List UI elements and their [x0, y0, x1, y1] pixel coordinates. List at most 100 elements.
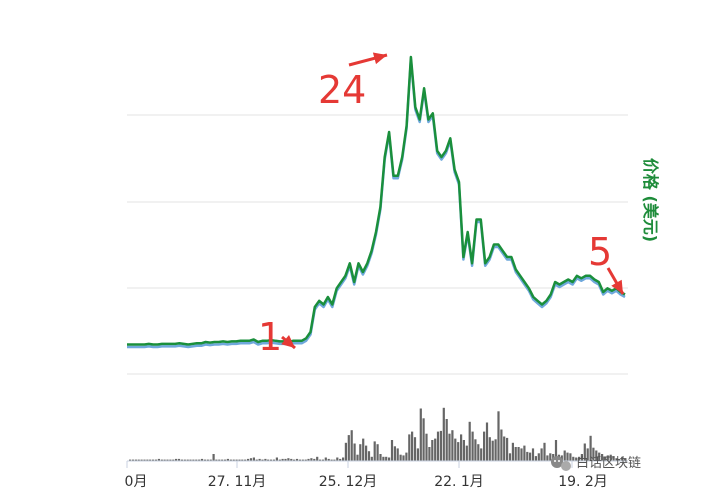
- x-tick-label: 25. 12月: [319, 474, 378, 490]
- volume-bar: [531, 448, 535, 461]
- volume-bar: [598, 452, 601, 461]
- volume-bar: [526, 451, 529, 461]
- watermark-text: 白话区块链: [576, 455, 641, 471]
- volume-bar: [362, 438, 365, 461]
- volume-bar: [563, 450, 566, 461]
- volume-bar: [137, 459, 140, 461]
- volume-bar: [134, 459, 137, 461]
- volume-bar: [154, 459, 158, 461]
- volume-bar: [321, 459, 324, 461]
- volume-bar: [517, 447, 520, 461]
- volume-bar: [491, 440, 494, 461]
- annotation-label: 5: [588, 230, 612, 274]
- volume-bar: [379, 454, 382, 461]
- annotation-arrow-head: [281, 335, 295, 348]
- volume-bar: [583, 443, 586, 461]
- volume-bar: [365, 445, 368, 461]
- volume-bar: [411, 431, 414, 461]
- volume-bar: [324, 457, 327, 461]
- volume-bar: [471, 431, 474, 461]
- volume-bar: [578, 456, 581, 461]
- volume-bar: [367, 451, 371, 461]
- volume-bar: [301, 459, 304, 461]
- wechat-icon: [551, 456, 571, 471]
- volume-bar: [241, 459, 244, 461]
- volume-bar: [226, 458, 229, 461]
- volume-bar: [284, 458, 287, 461]
- volume-bar: [350, 430, 353, 461]
- volume-bar: [500, 429, 503, 461]
- volume-bar: [454, 438, 457, 461]
- price-line-shadow: [127, 58, 626, 349]
- volume-bar: [318, 459, 322, 461]
- volume-bar: [212, 454, 215, 461]
- volume-bar: [336, 457, 339, 461]
- volume-bar: [520, 448, 523, 461]
- volume-bar: [425, 433, 428, 461]
- volume-bar: [402, 455, 405, 461]
- x-tick-label: 19. 2月: [558, 474, 608, 490]
- volume-bar: [445, 419, 448, 461]
- volume-bar: [247, 458, 250, 461]
- price-line: [127, 55, 626, 346]
- volume-bar: [618, 458, 621, 461]
- volume-bar: [477, 444, 480, 461]
- volume-bar: [523, 445, 526, 461]
- volume-bar: [195, 459, 198, 461]
- volume-bar: [549, 453, 552, 461]
- volume-bar: [448, 433, 451, 461]
- volume-bar: [316, 456, 319, 461]
- volume-bar: [293, 459, 296, 461]
- volume-bar: [508, 453, 512, 461]
- volume-bar: [198, 459, 201, 461]
- volume-bar: [267, 459, 270, 461]
- volume-bar: [278, 459, 281, 461]
- volume-bar: [177, 458, 181, 461]
- volume-bar: [330, 459, 333, 461]
- volume-bar: [342, 457, 345, 461]
- volume-bar: [408, 434, 411, 461]
- volume-bar: [465, 445, 468, 461]
- volume-bar: [615, 458, 618, 461]
- volume-bar: [534, 456, 537, 461]
- volume-bar: [382, 456, 385, 461]
- volume-bar: [434, 438, 437, 461]
- volume-bar: [468, 421, 471, 461]
- volume-bar: [347, 435, 350, 461]
- volume-bar: [413, 437, 417, 461]
- volume-bar: [255, 459, 258, 461]
- volume-bar: [180, 459, 183, 461]
- volume-bar: [172, 459, 175, 461]
- volume-bar: [606, 455, 609, 461]
- volume-bar: [131, 459, 135, 461]
- volume-bar: [175, 458, 178, 461]
- volume-bar: [287, 458, 290, 461]
- volume-bar: [333, 459, 336, 461]
- volume-bar: [295, 458, 299, 461]
- volume-bar: [546, 455, 549, 461]
- volume-bar: [396, 448, 399, 461]
- volume-bar: [480, 448, 483, 461]
- volume-bar: [353, 443, 356, 461]
- volume-bar: [540, 448, 543, 461]
- y-axis-title: 价格 (美元): [641, 158, 660, 242]
- annotation-arrow-head: [372, 52, 387, 65]
- volume-bar: [264, 458, 267, 461]
- volume-bar: [140, 459, 143, 461]
- volume-bar: [543, 442, 546, 461]
- gridlines: [127, 114, 628, 375]
- volume-bar: [376, 444, 379, 461]
- volume-bar: [609, 454, 612, 461]
- volume-bar: [218, 459, 221, 461]
- volume-bar: [370, 456, 373, 461]
- volume-bar: [514, 447, 517, 461]
- volume-bar: [221, 459, 224, 461]
- volume-bar: [313, 458, 316, 461]
- volume-bar: [163, 459, 166, 461]
- volume-bar: [356, 454, 359, 461]
- volume-bar: [506, 437, 509, 461]
- volume-bar: [416, 448, 419, 461]
- volume-bar: [592, 447, 595, 461]
- volume-bar: [494, 439, 497, 461]
